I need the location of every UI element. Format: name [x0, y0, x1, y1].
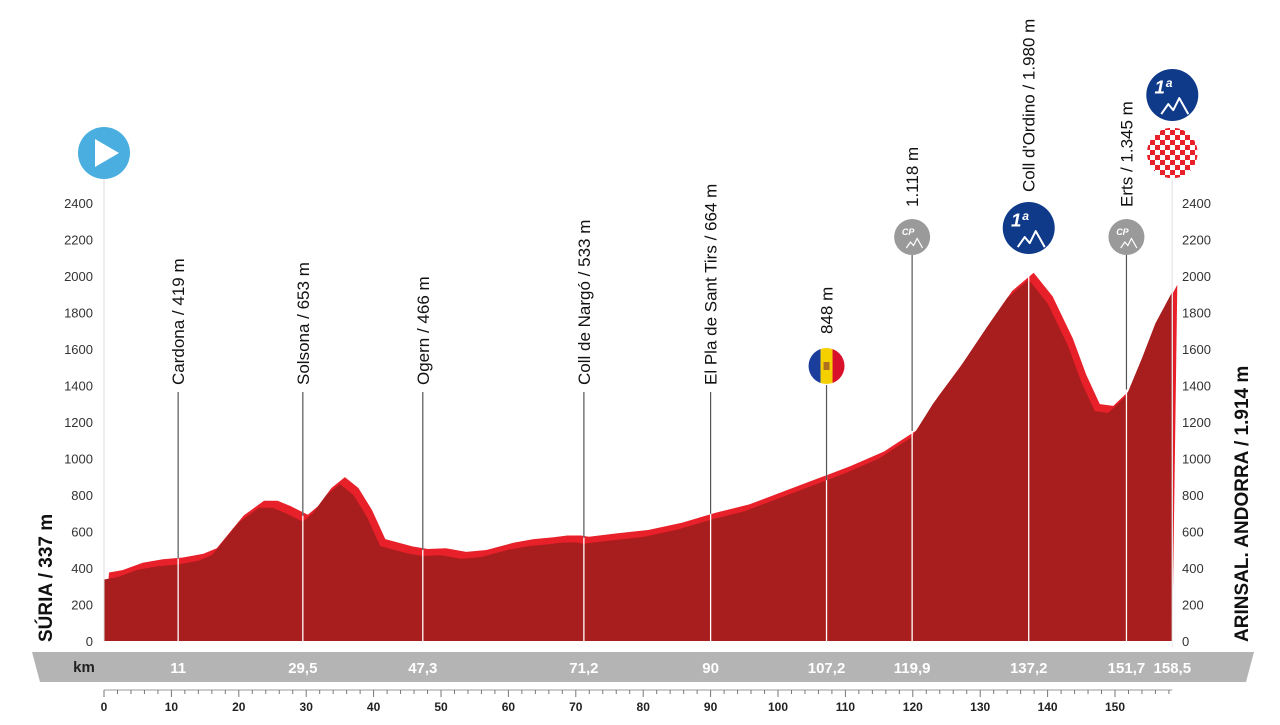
x-tick-label: 60 [502, 700, 516, 714]
x-tick-label: 120 [903, 700, 923, 714]
point-km-label: 158,5 [1154, 660, 1192, 677]
x-tick-label: 40 [367, 700, 381, 714]
x-axis-label: km [73, 659, 95, 676]
point-47,3: 47,3 Ogern / 466 m [408, 276, 437, 677]
flag-coat-of-arms [823, 362, 830, 370]
play-icon [95, 139, 119, 167]
point-137,2: 137,2 1ª Coll d'Ordino / 1.980 m [1002, 19, 1055, 677]
flag-red [832, 348, 845, 384]
road-band [32, 652, 1254, 682]
point-label: Solsona / 653 m [294, 262, 313, 385]
x-tick-label: 110 [836, 700, 856, 714]
point-km-label: 151,7 [1108, 660, 1146, 677]
y-tick-label-right: 800 [1182, 488, 1204, 503]
x-tick-label: 80 [637, 700, 651, 714]
x-tick-label: 50 [434, 700, 448, 714]
cp-badge-text: CP [902, 227, 915, 237]
y-tick-label-left: 200 [71, 598, 93, 613]
finish-flag-icon [1145, 126, 1200, 180]
y-tick-label-right: 1400 [1182, 379, 1211, 394]
category-badge-text: 1ª [1011, 210, 1029, 231]
point-km-label: 47,3 [408, 660, 437, 677]
y-tick-label-right: 2000 [1182, 269, 1211, 284]
point-151,7: 151,7 CP Erts / 1.345 m [1108, 101, 1146, 677]
y-tick-label-left: 1600 [64, 342, 93, 357]
point-29,5: 29,5 Solsona / 653 m [288, 262, 317, 677]
y-tick-label-right: 600 [1182, 525, 1204, 540]
x-tick-label: 30 [300, 700, 314, 714]
y-tick-label-right: 1600 [1182, 342, 1211, 357]
x-tick-label: 90 [704, 700, 718, 714]
point-119,9: 119,9 CP 1.118 m [894, 147, 931, 677]
x-tick-label: 20 [232, 700, 246, 714]
point-km-label: 90 [702, 660, 719, 677]
mountain-icon [905, 237, 924, 249]
x-tick-label: 100 [768, 700, 788, 714]
point-label: Coll d'Ordino / 1.980 m [1020, 19, 1039, 192]
y-tick-label-left: 1000 [64, 452, 93, 467]
y-tick-label-right: 0 [1182, 634, 1189, 649]
x-tick-label: 10 [165, 700, 179, 714]
y-tick-label-left: 0 [86, 634, 93, 649]
x-tick-label: 130 [970, 700, 990, 714]
point-107,2: 107,2 848 m [808, 287, 846, 677]
point-label: Ogern / 466 m [414, 276, 433, 385]
y-tick-label-right: 1200 [1182, 415, 1211, 430]
point-11: 11 Cardona / 419 m [169, 258, 188, 677]
point-label: Coll de Nargó / 533 m [575, 220, 594, 385]
x-tick-label: 140 [1038, 700, 1058, 714]
point-label: 1.118 m [903, 147, 922, 207]
y-tick-label-left: 2400 [64, 196, 93, 211]
cp-badge-text: CP [1116, 227, 1129, 237]
cp-icon [894, 219, 931, 255]
y-tick-label-left: 2000 [64, 269, 93, 284]
point-90: 90 El Pla de Sant Tirs / 664 m [702, 184, 721, 677]
x-tick-label: 0 [101, 700, 108, 714]
mountain-icon [1016, 230, 1046, 248]
y-tick-label-left: 800 [71, 488, 93, 503]
flag-blue [808, 348, 821, 384]
y-tick-label-left: 1400 [64, 379, 93, 394]
mountain-icon [1160, 97, 1190, 115]
point-km-label: 119,9 [894, 660, 931, 677]
point-km-label: 71,2 [569, 660, 598, 677]
y-tick-label-left: 2200 [64, 233, 93, 248]
point-71,2: 71,2 Coll de Nargó / 533 m [569, 220, 598, 677]
point-label: El Pla de Sant Tirs / 664 m [702, 184, 721, 385]
cp-icon [1108, 219, 1145, 255]
point-label: 848 m [818, 287, 837, 334]
point-km-label: 107,2 [808, 660, 846, 677]
y-tick-label-right: 2400 [1182, 196, 1211, 211]
point-158,5: 158,5 1ª [1145, 69, 1200, 677]
profile-layer [104, 272, 1178, 641]
y-tick-label-right: 400 [1182, 561, 1204, 576]
x-tick-label: 70 [569, 700, 583, 714]
profile-area [104, 279, 1173, 641]
y-tick-label-left: 1800 [64, 306, 93, 321]
start-label: SÚRIA / 337 m [35, 514, 57, 642]
y-tick-label-right: 2200 [1182, 233, 1211, 248]
y-tick-label-left: 400 [71, 561, 93, 576]
point-km-label: 137,2 [1010, 660, 1048, 677]
y-tick-label-right: 200 [1182, 598, 1204, 613]
andorra-flag-icon [808, 348, 845, 384]
mountain-icon [1120, 237, 1138, 249]
x-tick-label: 150 [1105, 700, 1125, 714]
point-km-label: 29,5 [288, 660, 317, 677]
y-tick-label-left: 1200 [64, 415, 93, 430]
category-badge-text: 1ª [1155, 77, 1173, 98]
y-tick-label-left: 600 [71, 525, 93, 540]
y-tick-label-right: 1000 [1182, 452, 1211, 467]
y-tick-label-right: 1800 [1182, 306, 1211, 321]
point-label: Cardona / 419 m [169, 258, 188, 385]
point-label: Erts / 1.345 m [1117, 101, 1136, 207]
point-km-label: 11 [170, 660, 186, 677]
points-layer: 11 Cardona / 419 m 29,5 Solsona / 653 m 47,3… [78, 19, 1200, 677]
finish-label: ARINSAL. ANDORRA / 1.914 m [1232, 366, 1253, 642]
